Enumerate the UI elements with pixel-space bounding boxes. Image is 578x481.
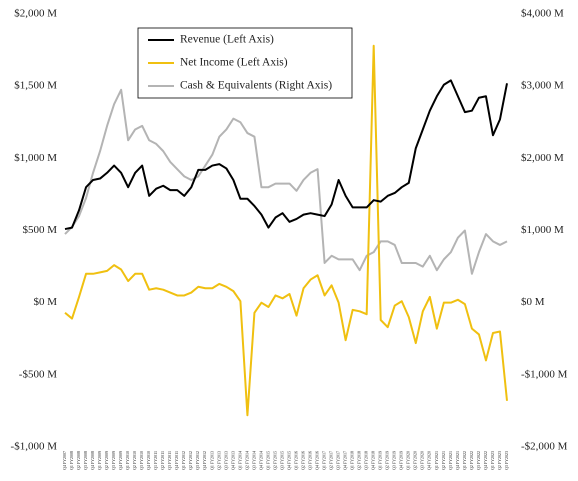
x-tick-label: Q4 FY2008 xyxy=(90,451,95,470)
y-tick-label: $1,000 M xyxy=(14,152,57,164)
x-tick-label: Q3 FY2017 xyxy=(336,451,341,470)
y2-tick-label: $2,000 M xyxy=(521,152,564,164)
x-tick-label: Q4 FY2010 xyxy=(146,451,151,470)
x-tick-label: Q4 FY2019 xyxy=(399,451,404,470)
x-tick-label: Q1 FY2022 xyxy=(462,451,467,470)
x-tick-label: Q3 FY2012 xyxy=(195,451,200,470)
x-tick-label: Q3 FY2022 xyxy=(476,451,481,470)
x-tick-label: Q3 FY2015 xyxy=(279,451,284,470)
x-tick-label: Q1 FY2015 xyxy=(265,451,270,470)
y2-tick-label: -$2,000 M xyxy=(521,441,568,453)
x-tick-label: Q2 FY2019 xyxy=(385,451,390,470)
x-tick-label: Q2 FY2021 xyxy=(441,451,446,470)
x-tick-label: Q2 FY2008 xyxy=(76,451,81,470)
x-tick-label: Q3 FY2014 xyxy=(251,451,256,470)
x-tick-label: Q1 FY2017 xyxy=(322,451,327,470)
x-tick-label: Q3 FY2021 xyxy=(448,451,453,470)
y-tick-label: -$1,000 M xyxy=(11,441,58,453)
x-tick-label: Q4 FY2007 xyxy=(62,451,67,470)
legend-label: Cash & Equivalents (Right Axis) xyxy=(180,80,332,92)
x-tick-label: Q1 FY2023 xyxy=(490,451,495,470)
x-tick-label: Q4 FY2020 xyxy=(427,451,432,470)
legend-label: Net Income (Left Axis) xyxy=(180,57,288,69)
x-tick-label: Q4 FY2014 xyxy=(258,451,263,470)
y-tick-label: $1,500 M xyxy=(14,80,57,92)
x-tick-label: Q1 FY2018 xyxy=(350,451,355,470)
x-tick-label: Q2 FY2015 xyxy=(272,451,277,470)
y2-tick-label: $1,000 M xyxy=(521,224,564,236)
x-tick-label: Q3 FY2016 xyxy=(307,451,312,470)
x-tick-label: Q3 FY2011 xyxy=(167,451,172,470)
x-tick-label: Q4 FY2021 xyxy=(455,451,460,470)
series-line xyxy=(64,44,508,417)
x-tick-label: Q4 FY2015 xyxy=(286,451,291,470)
x-tick-label: Q3 FY2013 xyxy=(223,451,228,470)
x-tick-label: Q1 FY2016 xyxy=(293,451,298,470)
x-tick-label: Q3 FY2008 xyxy=(83,451,88,470)
x-tick-label: Q4 FY2022 xyxy=(483,451,488,470)
x-tick-label: Q2 FY2016 xyxy=(300,451,305,470)
x-tick-label: Q1 FY2021 xyxy=(434,451,439,470)
y2-tick-label: $3,000 M xyxy=(521,80,564,92)
x-tick-label: Q4 FY2009 xyxy=(118,451,123,470)
series-line xyxy=(64,88,508,275)
y2-tick-label: -$1,000 M xyxy=(521,368,568,380)
x-tick-label: Q2 FY2011 xyxy=(160,451,165,470)
x-tick-label: Q2 FY2023 xyxy=(497,451,502,470)
x-tick-label: Q2 FY2022 xyxy=(469,451,474,470)
x-tick-label: Q2 FY2009 xyxy=(104,451,109,470)
x-tick-label: Q2 FY2020 xyxy=(413,451,418,470)
x-tick-label: Q4 FY2017 xyxy=(343,451,348,470)
x-tick-label: Q3 FY2010 xyxy=(139,451,144,470)
y2-tick-label: $0 M xyxy=(521,296,545,308)
x-tick-label: Q4 FY2013 xyxy=(230,451,235,470)
x-tick-label: Q1 FY2011 xyxy=(153,451,158,470)
y2-tick-label: $4,000 M xyxy=(521,8,564,20)
x-tick-label: Q1 FY2019 xyxy=(378,451,383,470)
x-tick-label: Q3 FY2020 xyxy=(420,451,425,470)
x-tick-label: Q2 FY2014 xyxy=(244,451,249,470)
y-tick-label: $2,000 M xyxy=(14,8,57,20)
x-tick-label: Q3 FY2023 xyxy=(504,451,509,470)
x-tick-label: Q3 FY2019 xyxy=(392,451,397,470)
x-tick-label: Q1 FY2009 xyxy=(97,451,102,470)
x-tick-label: Q4 FY2018 xyxy=(371,451,376,470)
y-tick-label: -$500 M xyxy=(19,368,57,380)
x-tick-label: Q1 FY2014 xyxy=(237,451,242,470)
x-tick-label: Q2 FY2012 xyxy=(188,451,193,470)
x-tick-label: Q3 FY2018 xyxy=(364,451,369,470)
x-tick-label: Q2 FY2018 xyxy=(357,451,362,470)
x-tick-label: Q1 FY2012 xyxy=(181,451,186,470)
x-tick-label: Q4 FY2016 xyxy=(314,451,319,470)
y-tick-label: $500 M xyxy=(22,224,57,236)
x-tick-label: Q1 FY2020 xyxy=(406,451,411,470)
x-tick-label: Q2 FY2010 xyxy=(132,451,137,470)
x-tick-label: Q1 FY2010 xyxy=(125,451,130,470)
x-tick-label: Q4 FY2011 xyxy=(174,451,179,470)
x-tick-label: Q1 FY2008 xyxy=(69,451,74,470)
x-tick-label: Q4 FY2012 xyxy=(202,451,207,470)
x-tick-label: Q1 FY2013 xyxy=(209,451,214,470)
x-tick-label: Q2 FY2013 xyxy=(216,451,221,470)
series-line xyxy=(64,79,508,231)
legend-label: Revenue (Left Axis) xyxy=(180,34,274,46)
x-tick-label: Q2 FY2017 xyxy=(329,451,334,470)
x-tick-label: Q3 FY2009 xyxy=(111,451,116,470)
y-tick-label: $0 M xyxy=(33,296,57,308)
